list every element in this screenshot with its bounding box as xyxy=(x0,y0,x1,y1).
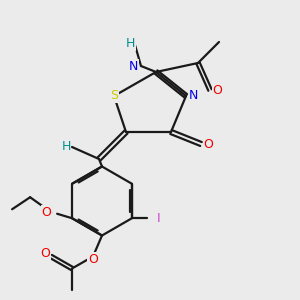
Text: O: O xyxy=(42,206,52,219)
Text: H: H xyxy=(126,37,135,50)
Text: N: N xyxy=(189,89,198,103)
Text: O: O xyxy=(213,83,222,97)
Text: H: H xyxy=(61,140,71,154)
Text: I: I xyxy=(157,212,161,225)
Text: O: O xyxy=(88,253,98,266)
Text: S: S xyxy=(110,89,118,103)
Text: O: O xyxy=(204,137,213,151)
Text: N: N xyxy=(129,59,138,73)
Text: O: O xyxy=(40,247,50,260)
